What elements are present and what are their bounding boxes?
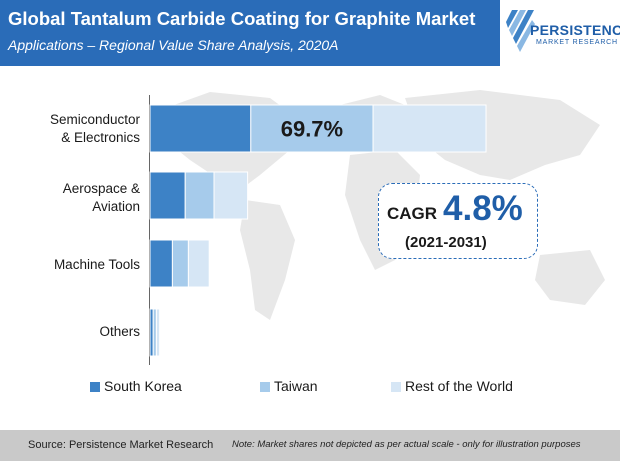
category-label-others: Others — [99, 324, 140, 339]
legend-label-south-korea: South Korea — [104, 378, 182, 394]
header: Global Tantalum Carbide Coating for Grap… — [0, 0, 620, 68]
category-label-aerospace: Aerospace & Aviation — [62, 181, 140, 214]
legend-swatch-taiwan — [260, 382, 270, 392]
legend-swatch-rest-of-world — [391, 382, 401, 392]
chart-subtitle: Applications – Regional Value Share Anal… — [8, 37, 339, 53]
footer: Source: Persistence Market Research Note… — [0, 430, 620, 461]
logo-subtitle: MARKET RESEARCH — [536, 39, 618, 46]
category-label-semiconductor: Semiconductor & Electronics — [49, 112, 140, 145]
logo-stripes-icon — [506, 10, 535, 52]
legend-swatch-south-korea — [90, 382, 100, 392]
cagr-period: (2021-2031) — [405, 234, 487, 251]
persistence-logo: PERSISTENCE MARKET RESEARCH — [506, 6, 620, 62]
category-label-machine-tools: Machine Tools — [53, 257, 140, 272]
logo-name: PERSISTENCE — [530, 22, 620, 38]
category-axis-line — [149, 95, 150, 365]
cagr-value: 4.8% — [443, 189, 523, 228]
chart-title: Global Tantalum Carbide Coating for Grap… — [8, 8, 476, 29]
cagr-callout: CAGR 4.8% (2021-2031) — [378, 183, 538, 259]
legend-label-taiwan: Taiwan — [274, 378, 318, 394]
legend-label-rest-of-world: Rest of the World — [405, 378, 513, 394]
source-text: Source: Persistence Market Research — [28, 439, 214, 451]
title-band: Global Tantalum Carbide Coating for Grap… — [0, 0, 500, 66]
note-text: Note: Market shares not depicted as per … — [232, 439, 581, 450]
cagr-label: CAGR — [387, 204, 438, 223]
